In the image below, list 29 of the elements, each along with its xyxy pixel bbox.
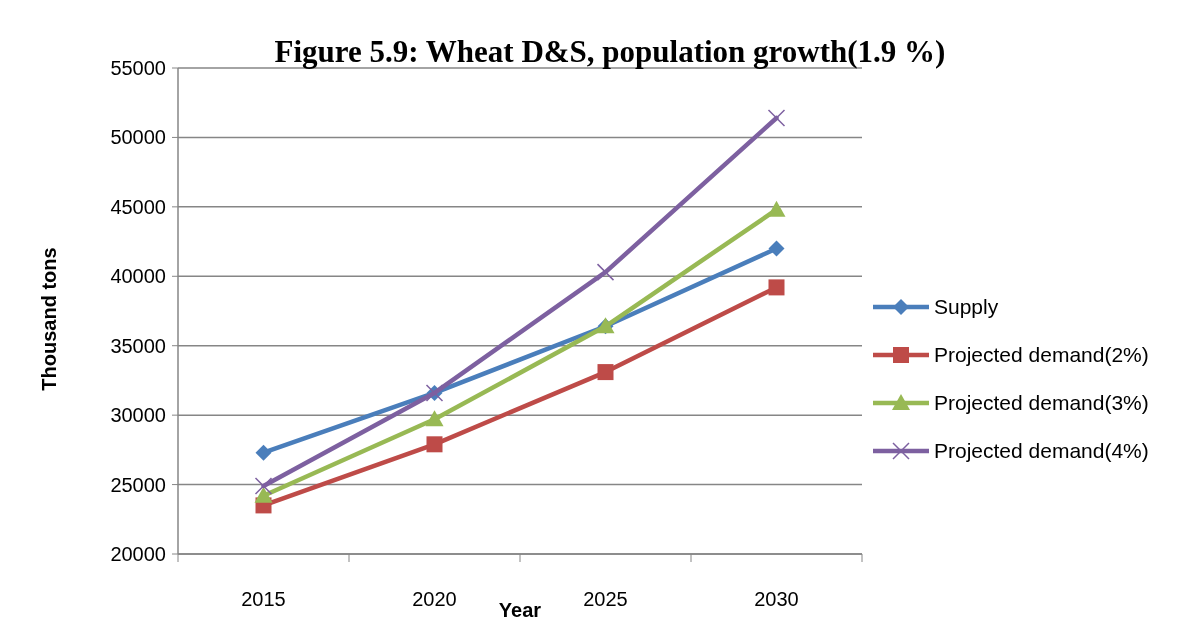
x-axis-title: Year <box>498 599 542 621</box>
legend-label: Projected demand(2%) <box>934 343 1149 367</box>
point <box>425 410 444 427</box>
y-axis-title: Thousand tons <box>38 247 60 391</box>
legend-label: Projected demand(4%) <box>934 439 1149 463</box>
point <box>255 444 272 461</box>
x-tick-label: 2020 <box>412 588 457 610</box>
y-tick-label: 50000 <box>110 126 166 149</box>
chart-title: Figure 5.9: Wheat D&S, population growth(1.9 %) <box>274 34 946 69</box>
y-tick-label: 30000 <box>110 404 166 427</box>
y-tick-label: 25000 <box>110 473 166 496</box>
y-tick-label: 20000 <box>110 543 166 565</box>
point <box>768 279 785 296</box>
point <box>254 477 273 495</box>
x-tick-label: 2015 <box>241 588 286 610</box>
x-tick-label: 2025 <box>583 588 628 610</box>
point <box>254 486 273 503</box>
legend-label: Projected demand(3%) <box>934 391 1149 415</box>
y-tick-label: 45000 <box>110 195 166 218</box>
y-tick-label: 35000 <box>110 334 166 357</box>
point <box>426 436 443 453</box>
legend-label: Supply <box>934 295 999 319</box>
point <box>767 109 786 127</box>
point <box>768 240 785 257</box>
y-tick-label: 40000 <box>110 265 166 288</box>
point <box>596 263 615 281</box>
x-tick-label: 2030 <box>754 588 799 610</box>
y-tick-label: 55000 <box>110 57 166 79</box>
point <box>597 364 614 381</box>
